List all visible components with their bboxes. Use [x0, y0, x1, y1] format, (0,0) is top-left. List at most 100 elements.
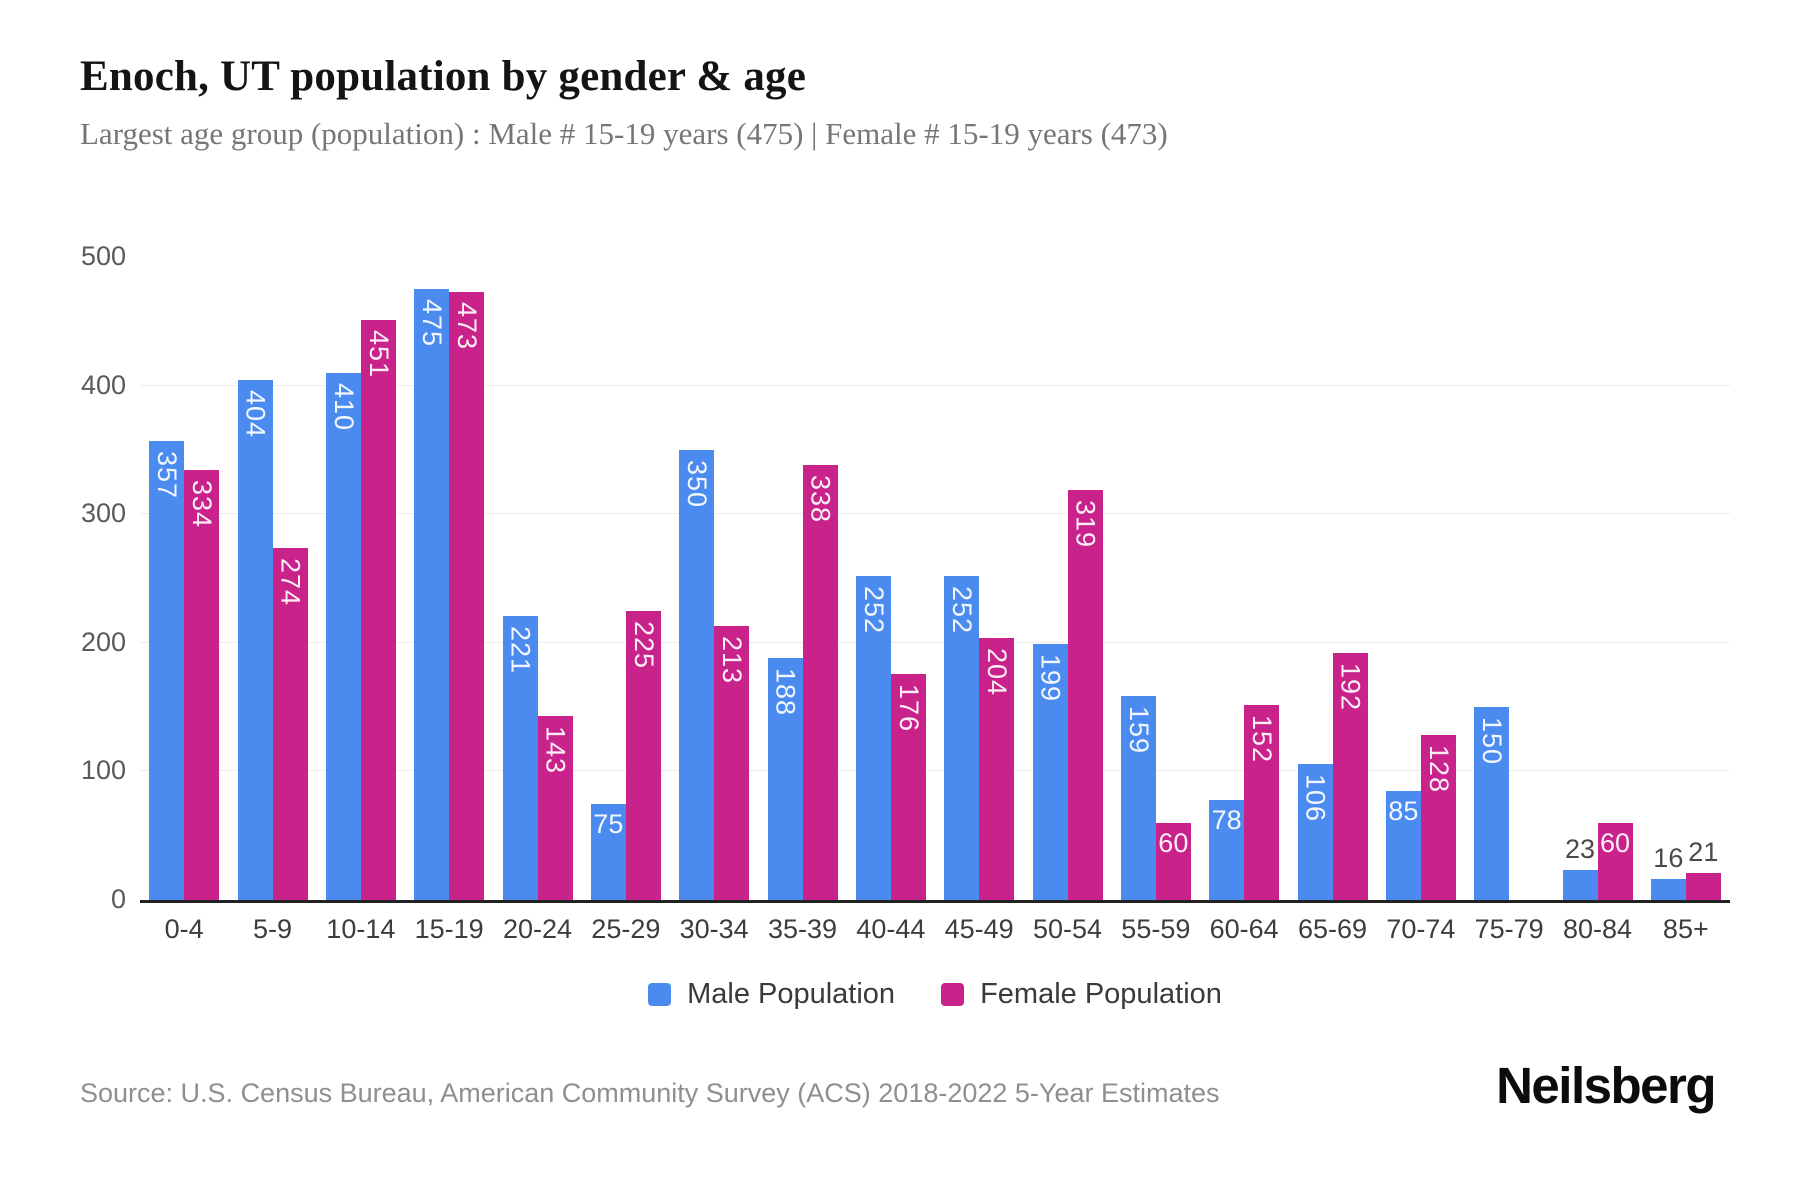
bar-female-65-69[interactable]: 192 [1332, 653, 1368, 900]
bar-female-20-24[interactable]: 143 [537, 716, 573, 900]
x-tick-80-84: 80-84 [1562, 914, 1633, 944]
bar-male-45-49[interactable]: 252 [944, 575, 980, 900]
x-tick-50-54: 50-54 [1032, 914, 1103, 944]
bar-male-65-69[interactable]: 106 [1297, 763, 1333, 900]
bar-value-label: 150 [1477, 717, 1508, 766]
bar-female-5-9[interactable]: 274 [272, 547, 308, 900]
bar-male-70-74[interactable]: 85 [1385, 790, 1421, 900]
x-tick-10-14: 10-14 [326, 914, 396, 944]
bar-value-label: 106 [1300, 773, 1331, 822]
bar-value-label: 143 [540, 726, 571, 775]
legend-item-male[interactable]: Male Population [648, 978, 895, 1011]
bar-male-30-34[interactable]: 350 [679, 449, 715, 900]
bar-value-label: 192 [1335, 663, 1366, 712]
bar-value-label: 213 [717, 636, 748, 685]
x-axis: 0-4 5-9 10-14 15-19 20-24 25-29 30-34 35-39 40-4… [140, 914, 1730, 948]
bar-male-20-24[interactable]: 221 [502, 615, 538, 900]
bar-value-label: 75 [593, 808, 624, 839]
bar-female-10-14[interactable]: 451 [360, 320, 396, 900]
bar-female-60-64[interactable]: 152 [1244, 704, 1280, 900]
bar-male-40-44[interactable]: 252 [855, 575, 891, 900]
y-tick-500: 500 [80, 241, 126, 271]
bar-male-60-64[interactable]: 78 [1209, 799, 1245, 900]
bar-male-5-9[interactable]: 404 [237, 380, 273, 900]
female-series-swatch-icon [941, 983, 965, 1006]
gridline-200 [140, 641, 1730, 643]
x-tick-35-39: 35-39 [767, 914, 838, 944]
bar-male-55-59[interactable]: 159 [1120, 695, 1156, 900]
bar-value-label: 199 [1035, 654, 1066, 703]
bar-female-55-59[interactable]: 60 [1155, 822, 1191, 900]
bar-male-10-14[interactable]: 410 [325, 372, 361, 900]
male-series-swatch-icon [648, 983, 672, 1006]
bar-female-70-74[interactable]: 128 [1420, 735, 1456, 900]
bar-female-40-44[interactable]: 176 [890, 673, 926, 900]
x-tick-40-44: 40-44 [856, 914, 926, 944]
bar-male-25-29[interactable]: 75 [590, 803, 626, 900]
bar-female-30-34[interactable]: 213 [714, 626, 750, 900]
bar-value-label: 475 [417, 299, 448, 348]
bar-value-label: 21 [1688, 837, 1719, 867]
bar-value-label: 225 [628, 620, 659, 669]
y-tick-400: 400 [80, 369, 126, 400]
bar-value-label: 152 [1247, 714, 1278, 763]
bar-value-label: 252 [947, 585, 978, 634]
bar-male-85+[interactable]: 16 [1650, 843, 1686, 900]
bar-value-label: 473 [452, 301, 483, 350]
bar-value-label: 188 [770, 668, 801, 717]
x-tick-0-4: 0-4 [164, 914, 204, 944]
chart-legend: Male Population Female Population [140, 978, 1730, 1011]
x-tick-60-64: 60-64 [1209, 914, 1279, 944]
bar-female-35-39[interactable]: 338 [802, 465, 838, 900]
bar-female-80-84[interactable]: 60 [1597, 822, 1633, 900]
bar-value-label: 204 [982, 647, 1013, 696]
bar-value-label: 357 [152, 450, 183, 499]
x-tick-70-74: 70-74 [1386, 914, 1456, 944]
bar-value-label: 23 [1564, 834, 1596, 865]
bar-female-15-19[interactable]: 473 [449, 291, 485, 900]
bar-value-label: 159 [1123, 705, 1154, 754]
bar-male-35-39[interactable]: 188 [767, 658, 803, 900]
bar-male-0-4[interactable]: 357 [149, 440, 185, 900]
neilsberg-logo: Neilsberg [1496, 1057, 1716, 1114]
bar-female-45-49[interactable]: 204 [979, 637, 1015, 900]
bar-male-75-79[interactable]: 150 [1474, 707, 1510, 900]
legend-label-male: Male Population [687, 978, 896, 1010]
bar-value-label: 85 [1388, 795, 1419, 826]
legend-label-female: Female Population [980, 978, 1222, 1010]
bar-value-label: 338 [805, 475, 836, 524]
x-tick-65-69: 65-69 [1297, 914, 1368, 944]
y-tick-0: 0 [110, 884, 126, 914]
y-tick-200: 200 [80, 626, 126, 657]
bar-value-label: 410 [328, 382, 359, 431]
bar-value-label: 252 [858, 585, 889, 634]
bar-value-label: 274 [275, 557, 306, 606]
x-tick-45-49: 45-49 [944, 914, 1014, 944]
x-tick-55-59: 55-59 [1121, 914, 1191, 944]
bar-female-25-29[interactable]: 225 [625, 610, 661, 900]
bar-value-label: 78 [1211, 804, 1242, 835]
bar-value-label: 451 [363, 330, 394, 379]
bar-female-0-4[interactable]: 334 [184, 470, 220, 900]
legend-item-female[interactable]: Female Population [941, 978, 1222, 1011]
x-tick-25-29: 25-29 [591, 914, 661, 944]
bar-value-label: 60 [1158, 827, 1189, 858]
x-tick-5-9: 5-9 [252, 914, 293, 944]
bar-female-85+[interactable]: 21 [1685, 837, 1721, 900]
bar-value-label: 319 [1070, 499, 1101, 548]
plot-area: 357 334 404 274 410 451 475 473 221 143 75 225 350 21… [140, 257, 1730, 903]
bar-male-50-54[interactable]: 199 [1032, 644, 1068, 900]
bar-value-label: 176 [893, 683, 924, 732]
x-tick-30-34: 30-34 [679, 914, 749, 944]
x-tick-15-19: 15-19 [414, 914, 484, 944]
page-subtitle: Largest age group (population) : Male # … [80, 116, 1168, 151]
bar-female-50-54[interactable]: 319 [1067, 489, 1103, 900]
bar-male-15-19[interactable]: 475 [414, 289, 450, 900]
bar-value-label: 128 [1423, 745, 1454, 794]
bar-male-80-84[interactable]: 23 [1562, 834, 1598, 900]
source-attribution: Source: U.S. Census Bureau, American Com… [80, 1078, 1220, 1108]
x-tick-75-79: 75-79 [1474, 914, 1544, 944]
gridline-400 [140, 384, 1730, 386]
y-axis: 0 100 200 300 400 500 [0, 243, 126, 913]
y-tick-100: 100 [80, 755, 126, 786]
